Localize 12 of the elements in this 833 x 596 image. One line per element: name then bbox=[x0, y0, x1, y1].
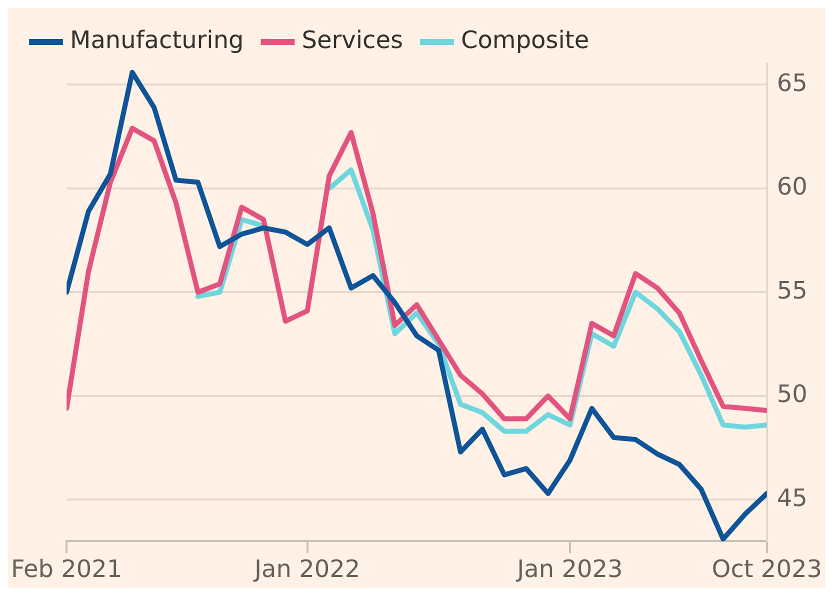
y-tick-label: 65 bbox=[776, 68, 808, 97]
x-tick-label: Feb 2021 bbox=[11, 554, 122, 583]
x-tick-label: Oct 2023 bbox=[712, 554, 822, 583]
legend-label: Composite bbox=[460, 26, 590, 54]
x-tick-label: Jan 2022 bbox=[252, 554, 360, 583]
legend-label: Manufacturing bbox=[70, 26, 244, 54]
y-tick-label: 45 bbox=[776, 484, 808, 512]
y-tick-label: 60 bbox=[776, 172, 808, 201]
x-tick-label: Jan 2023 bbox=[515, 554, 623, 583]
y-tick-label: 50 bbox=[776, 380, 808, 408]
legend-label: Services bbox=[302, 26, 403, 54]
y-tick-label: 55 bbox=[776, 276, 808, 304]
